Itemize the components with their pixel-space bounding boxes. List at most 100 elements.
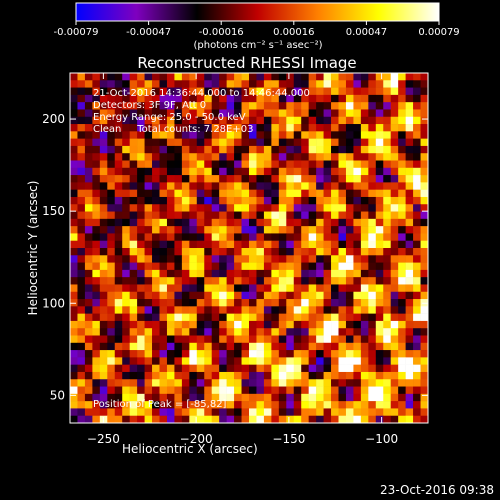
heatmap-cell [278, 182, 287, 190]
heatmap-cell [107, 313, 116, 322]
heatmap-cell [360, 145, 369, 154]
heatmap-cell [263, 357, 272, 365]
heatmap-cell [166, 138, 175, 147]
heatmap-cell [77, 116, 86, 125]
heatmap-cell [360, 371, 369, 380]
heatmap-cell [398, 269, 406, 278]
heatmap-cell [278, 167, 287, 176]
heatmap-cell [211, 211, 220, 220]
heatmap-cell [308, 153, 317, 161]
heatmap-cell [99, 233, 108, 242]
heatmap-cell [137, 408, 145, 417]
heatmap-cell [301, 379, 309, 387]
heatmap-cell [368, 218, 377, 227]
heatmap-cell [286, 415, 295, 424]
heatmap-cell [256, 306, 265, 314]
heatmap-cell [226, 175, 235, 183]
heatmap-cell [204, 138, 213, 147]
heatmap-cell [174, 313, 183, 322]
heatmap-cell [122, 109, 130, 118]
heatmap-cell [92, 284, 101, 293]
heatmap-cell [331, 204, 339, 212]
heatmap-cell [375, 233, 384, 242]
heatmap-cell [122, 94, 130, 103]
heatmap-cell [181, 357, 190, 365]
heatmap-cell [84, 386, 93, 395]
heatmap-cell [70, 364, 78, 373]
heatmap-cell [249, 240, 257, 249]
heatmap-cell [375, 284, 384, 293]
heatmap-cell [166, 415, 175, 424]
heatmap-cell [226, 109, 235, 118]
heatmap-cell [405, 313, 414, 322]
heatmap-cell [122, 87, 130, 96]
heatmap-cell [196, 218, 205, 227]
heatmap-cell [323, 218, 332, 227]
heatmap-cell [137, 102, 145, 110]
heatmap-cell [368, 94, 377, 103]
heatmap-cell [293, 80, 302, 88]
heatmap-cell [271, 226, 280, 234]
heatmap-cell [405, 73, 414, 81]
heatmap-cell [405, 131, 414, 139]
heatmap-cell [368, 226, 377, 234]
heatmap-cell [323, 415, 332, 424]
heatmap-cell [390, 211, 399, 220]
heatmap-cell [420, 94, 429, 103]
heatmap-cell [107, 364, 116, 373]
heatmap-cell [293, 248, 302, 256]
heatmap-cell [278, 218, 287, 227]
heatmap-cell [159, 342, 168, 351]
heatmap-cell [413, 262, 421, 271]
heatmap-cell [263, 269, 272, 278]
heatmap-cell [181, 364, 190, 373]
heatmap-cell [174, 350, 183, 358]
heatmap-cell [92, 328, 101, 336]
heatmap-cell [383, 160, 392, 169]
heatmap-cell [256, 182, 265, 190]
heatmap-cell [420, 350, 429, 358]
heatmap-cell [122, 269, 130, 278]
heatmap-cell [323, 335, 332, 344]
heatmap-cell [211, 204, 220, 212]
heatmap-cell [375, 342, 384, 351]
heatmap-cell [70, 182, 78, 190]
heatmap-cell [390, 94, 399, 103]
heatmap-cell [390, 182, 399, 190]
heatmap-cell [152, 342, 160, 351]
heatmap-cell [249, 291, 257, 300]
heatmap-cell [181, 204, 190, 212]
heatmap-cell [323, 401, 332, 409]
heatmap-cell [398, 124, 406, 132]
heatmap-cell [375, 248, 384, 256]
heatmap-cell [204, 393, 213, 402]
heatmap-cell [241, 335, 250, 344]
heatmap-cell [413, 357, 421, 365]
heatmap-cell [77, 299, 86, 307]
heatmap-cell [114, 299, 123, 307]
heatmap-cell [256, 226, 265, 234]
heatmap-cell [159, 393, 168, 402]
heatmap-cell [144, 196, 153, 205]
heatmap-cell [122, 248, 130, 256]
heatmap-cell [249, 226, 257, 234]
heatmap-cell [107, 401, 116, 409]
heatmap-cell [249, 211, 257, 220]
heatmap-cell [308, 284, 317, 293]
heatmap-cell [107, 386, 116, 395]
heatmap-cell [174, 371, 183, 380]
heatmap-cell [84, 415, 93, 424]
heatmap-cell [181, 379, 190, 387]
heatmap-cell [144, 204, 153, 212]
heatmap-cell [92, 87, 101, 96]
heatmap-cell [256, 371, 265, 380]
heatmap-cell [241, 167, 250, 176]
heatmap-cell [129, 189, 138, 198]
heatmap-cell [383, 255, 392, 263]
heatmap-cell [219, 211, 227, 220]
heatmap-cell [353, 386, 362, 395]
heatmap-cell [338, 415, 347, 424]
heatmap-cell [308, 386, 317, 395]
heatmap-cell [263, 102, 272, 110]
heatmap-cell [219, 196, 227, 205]
